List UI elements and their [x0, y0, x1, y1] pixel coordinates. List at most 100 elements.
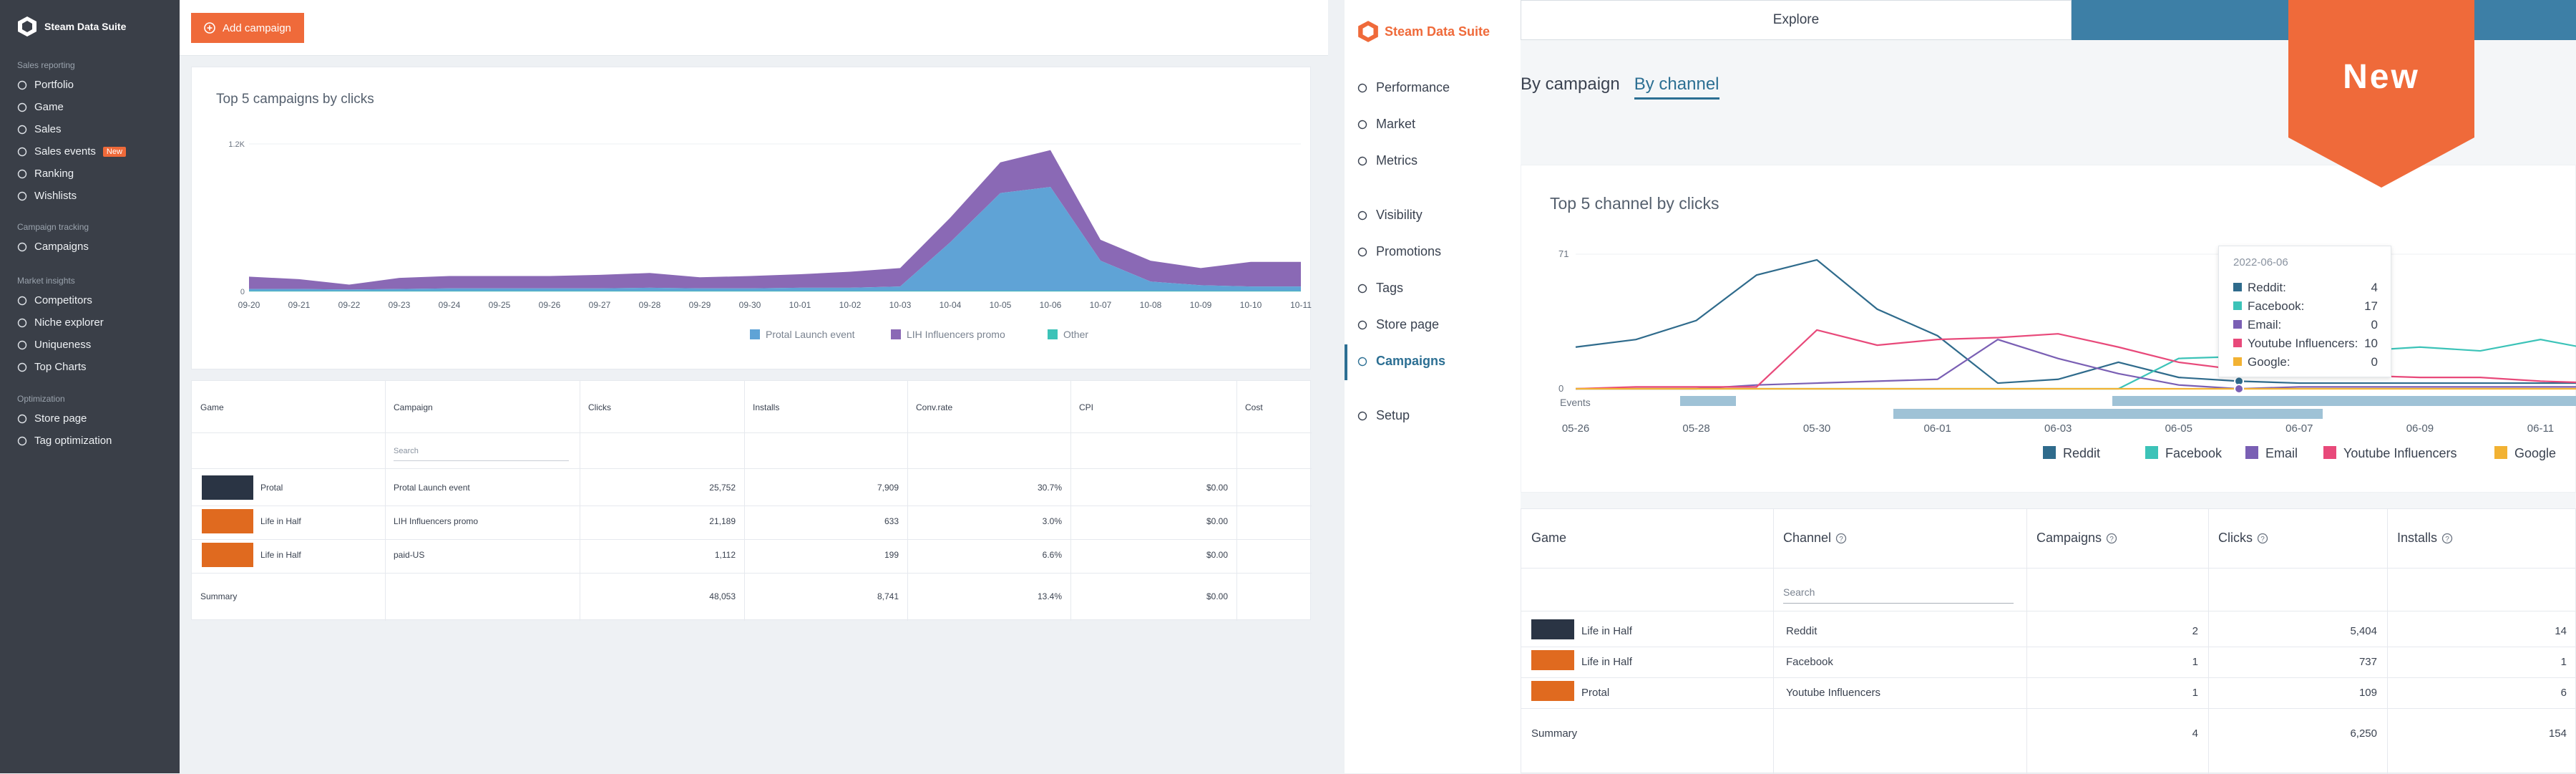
legend-label[interactable]: Email [2265, 446, 2298, 460]
game-name[interactable]: Protal [260, 483, 283, 493]
nav-promotions[interactable]: Promotions [1357, 244, 1441, 259]
column-header[interactable]: Clicks [588, 402, 611, 412]
right-app: Steam Data Suite Performance Market Metric… [1345, 0, 2576, 774]
x-tick-label: 10-07 [1090, 300, 1112, 310]
channel-search-input[interactable]: Search [1783, 578, 2014, 604]
column-header[interactable]: Channel? [1783, 531, 1847, 546]
sidebar-item-campaigns[interactable]: Campaigns [17, 241, 89, 253]
sidebar-item-wishlists[interactable]: Wishlists [17, 190, 77, 202]
nav-label: Promotions [1376, 244, 1442, 258]
column-header[interactable]: Game [1531, 531, 1566, 546]
column-header[interactable]: Conv.rate [916, 402, 953, 412]
sidebar-item-store-page[interactable]: Store page [17, 412, 87, 425]
trophy-icon [17, 362, 27, 372]
campaign-search-input[interactable]: Search [394, 441, 569, 461]
campaign-name[interactable]: LIH Influencers promo [394, 516, 479, 526]
row-divider [1521, 708, 2576, 709]
x-tick-label: 09-20 [238, 300, 260, 310]
legend-swatch [2145, 446, 2158, 459]
column-divider [2026, 509, 2027, 774]
column-header[interactable]: Clicks? [2218, 531, 2268, 546]
column-header[interactable]: Installs [753, 402, 780, 412]
event-bar[interactable] [1893, 409, 2323, 419]
legend-label[interactable]: Facebook [2165, 446, 2223, 460]
sidebar-item-niche-explorer[interactable]: Niche explorer [17, 316, 104, 329]
game-name[interactable]: Life in Half [260, 550, 301, 560]
sidebar-section-title: Campaign tracking [17, 222, 89, 232]
sidebar-item-portfolio[interactable]: Portfolio [17, 79, 74, 91]
column-divider [385, 381, 386, 621]
help-icon[interactable]: ? [1835, 533, 1847, 544]
help-icon[interactable]: ? [2441, 533, 2453, 544]
column-header[interactable]: Campaign [394, 402, 433, 412]
add-campaign-button[interactable]: Add campaign [191, 13, 304, 43]
event-bar[interactable] [1680, 396, 1736, 406]
left-brand-name: Steam Data Suite [44, 21, 127, 32]
channel-name[interactable]: Youtube Influencers [1786, 687, 1881, 699]
game-thumbnail [202, 543, 253, 567]
x-tick-label: 10-03 [889, 300, 912, 310]
chart-icon [1357, 83, 1367, 92]
sidebar-item-top-charts[interactable]: Top Charts [17, 361, 87, 373]
event-bar[interactable] [2112, 396, 2576, 406]
globe-icon [17, 80, 27, 90]
nav-tags[interactable]: Tags [1357, 281, 1403, 296]
row-divider [1521, 568, 2576, 569]
column-header[interactable]: Game [200, 402, 224, 412]
nav-visibility[interactable]: Visibility [1357, 208, 1423, 223]
sidebar-item-uniqueness[interactable]: Uniqueness [17, 339, 91, 351]
help-icon[interactable]: ? [2257, 533, 2268, 544]
cell-campaigns: 1 [2192, 656, 2198, 668]
legend-label[interactable]: Protal Launch event [766, 329, 855, 340]
sidebar-item-tag-optimization[interactable]: Tag optimization [17, 435, 112, 447]
column-header[interactable]: Cost [1245, 402, 1263, 412]
nav-setup[interactable]: Setup [1357, 408, 1410, 423]
nav-performance[interactable]: Performance [1357, 80, 1450, 95]
area-lih-influencers-promo [249, 150, 1301, 290]
sidebar-item-game[interactable]: Game [17, 101, 64, 113]
legend-label[interactable]: Google [2514, 446, 2556, 460]
nav-campaigns[interactable]: Campaigns [1357, 354, 1445, 369]
campaign-name[interactable]: Protal Launch event [394, 483, 470, 493]
monitor-icon [17, 414, 27, 423]
sidebar-item-sales-events[interactable]: Sales events New [17, 145, 126, 158]
column-header[interactable]: Campaigns? [2036, 531, 2117, 546]
legend-label[interactable]: Other [1063, 329, 1088, 340]
sidebar-item-sales[interactable]: Sales [17, 123, 62, 135]
nav-store-page[interactable]: Store page [1357, 317, 1439, 332]
column-header[interactable]: CPI [1079, 402, 1094, 412]
legend-label[interactable]: Youtube Influencers [2343, 446, 2457, 460]
campaign-name[interactable]: paid-US [394, 550, 425, 560]
channel-name[interactable]: Reddit [1786, 625, 1818, 637]
legend-label[interactable]: Reddit [2063, 446, 2100, 460]
legend-label[interactable]: LIH Influencers promo [907, 329, 1005, 340]
nav-metrics[interactable]: Metrics [1357, 153, 1418, 168]
tab-explore[interactable]: Explore [1521, 0, 2072, 40]
channel-name[interactable]: Facebook [1786, 656, 1833, 668]
subtab-by-campaign[interactable]: By campaign [1521, 74, 1620, 94]
column-header[interactable]: Installs? [2397, 531, 2453, 546]
row-divider [192, 539, 1312, 540]
subtab-by-channel[interactable]: By channel [1634, 74, 1719, 100]
game-name[interactable]: Life in Half [1581, 625, 1632, 637]
game-name[interactable]: Life in Half [260, 516, 301, 526]
left-brand-logo[interactable]: Steam Data Suite [17, 16, 126, 37]
sidebar-item-label: Game [34, 101, 64, 113]
sidebar-item-competitors[interactable]: Competitors [17, 294, 92, 306]
y-tick-label: 0 [240, 288, 245, 296]
legend-swatch [2043, 446, 2056, 459]
y-tick-label: 1.2K [228, 140, 245, 149]
help-icon[interactable]: ? [2106, 533, 2117, 544]
x-tick-label: 09-28 [639, 300, 661, 310]
tooltip-value: 0 [2371, 355, 2378, 369]
cell-installs: 1 [2560, 656, 2567, 668]
summary-cpi: $0.00 [1206, 591, 1228, 601]
right-brand-logo[interactable]: Steam Data Suite [1357, 20, 1490, 43]
game-name[interactable]: Life in Half [1581, 656, 1632, 668]
trophy-icon [17, 169, 27, 178]
sidebar-item-ranking[interactable]: Ranking [17, 168, 74, 180]
right-table-card: Game Channel? Campaigns? Clicks? Installs? Se… [1521, 508, 2576, 774]
y-tick-label: 71 [1558, 248, 1568, 259]
nav-market[interactable]: Market [1357, 117, 1415, 132]
game-name[interactable]: Protal [1581, 687, 1610, 699]
